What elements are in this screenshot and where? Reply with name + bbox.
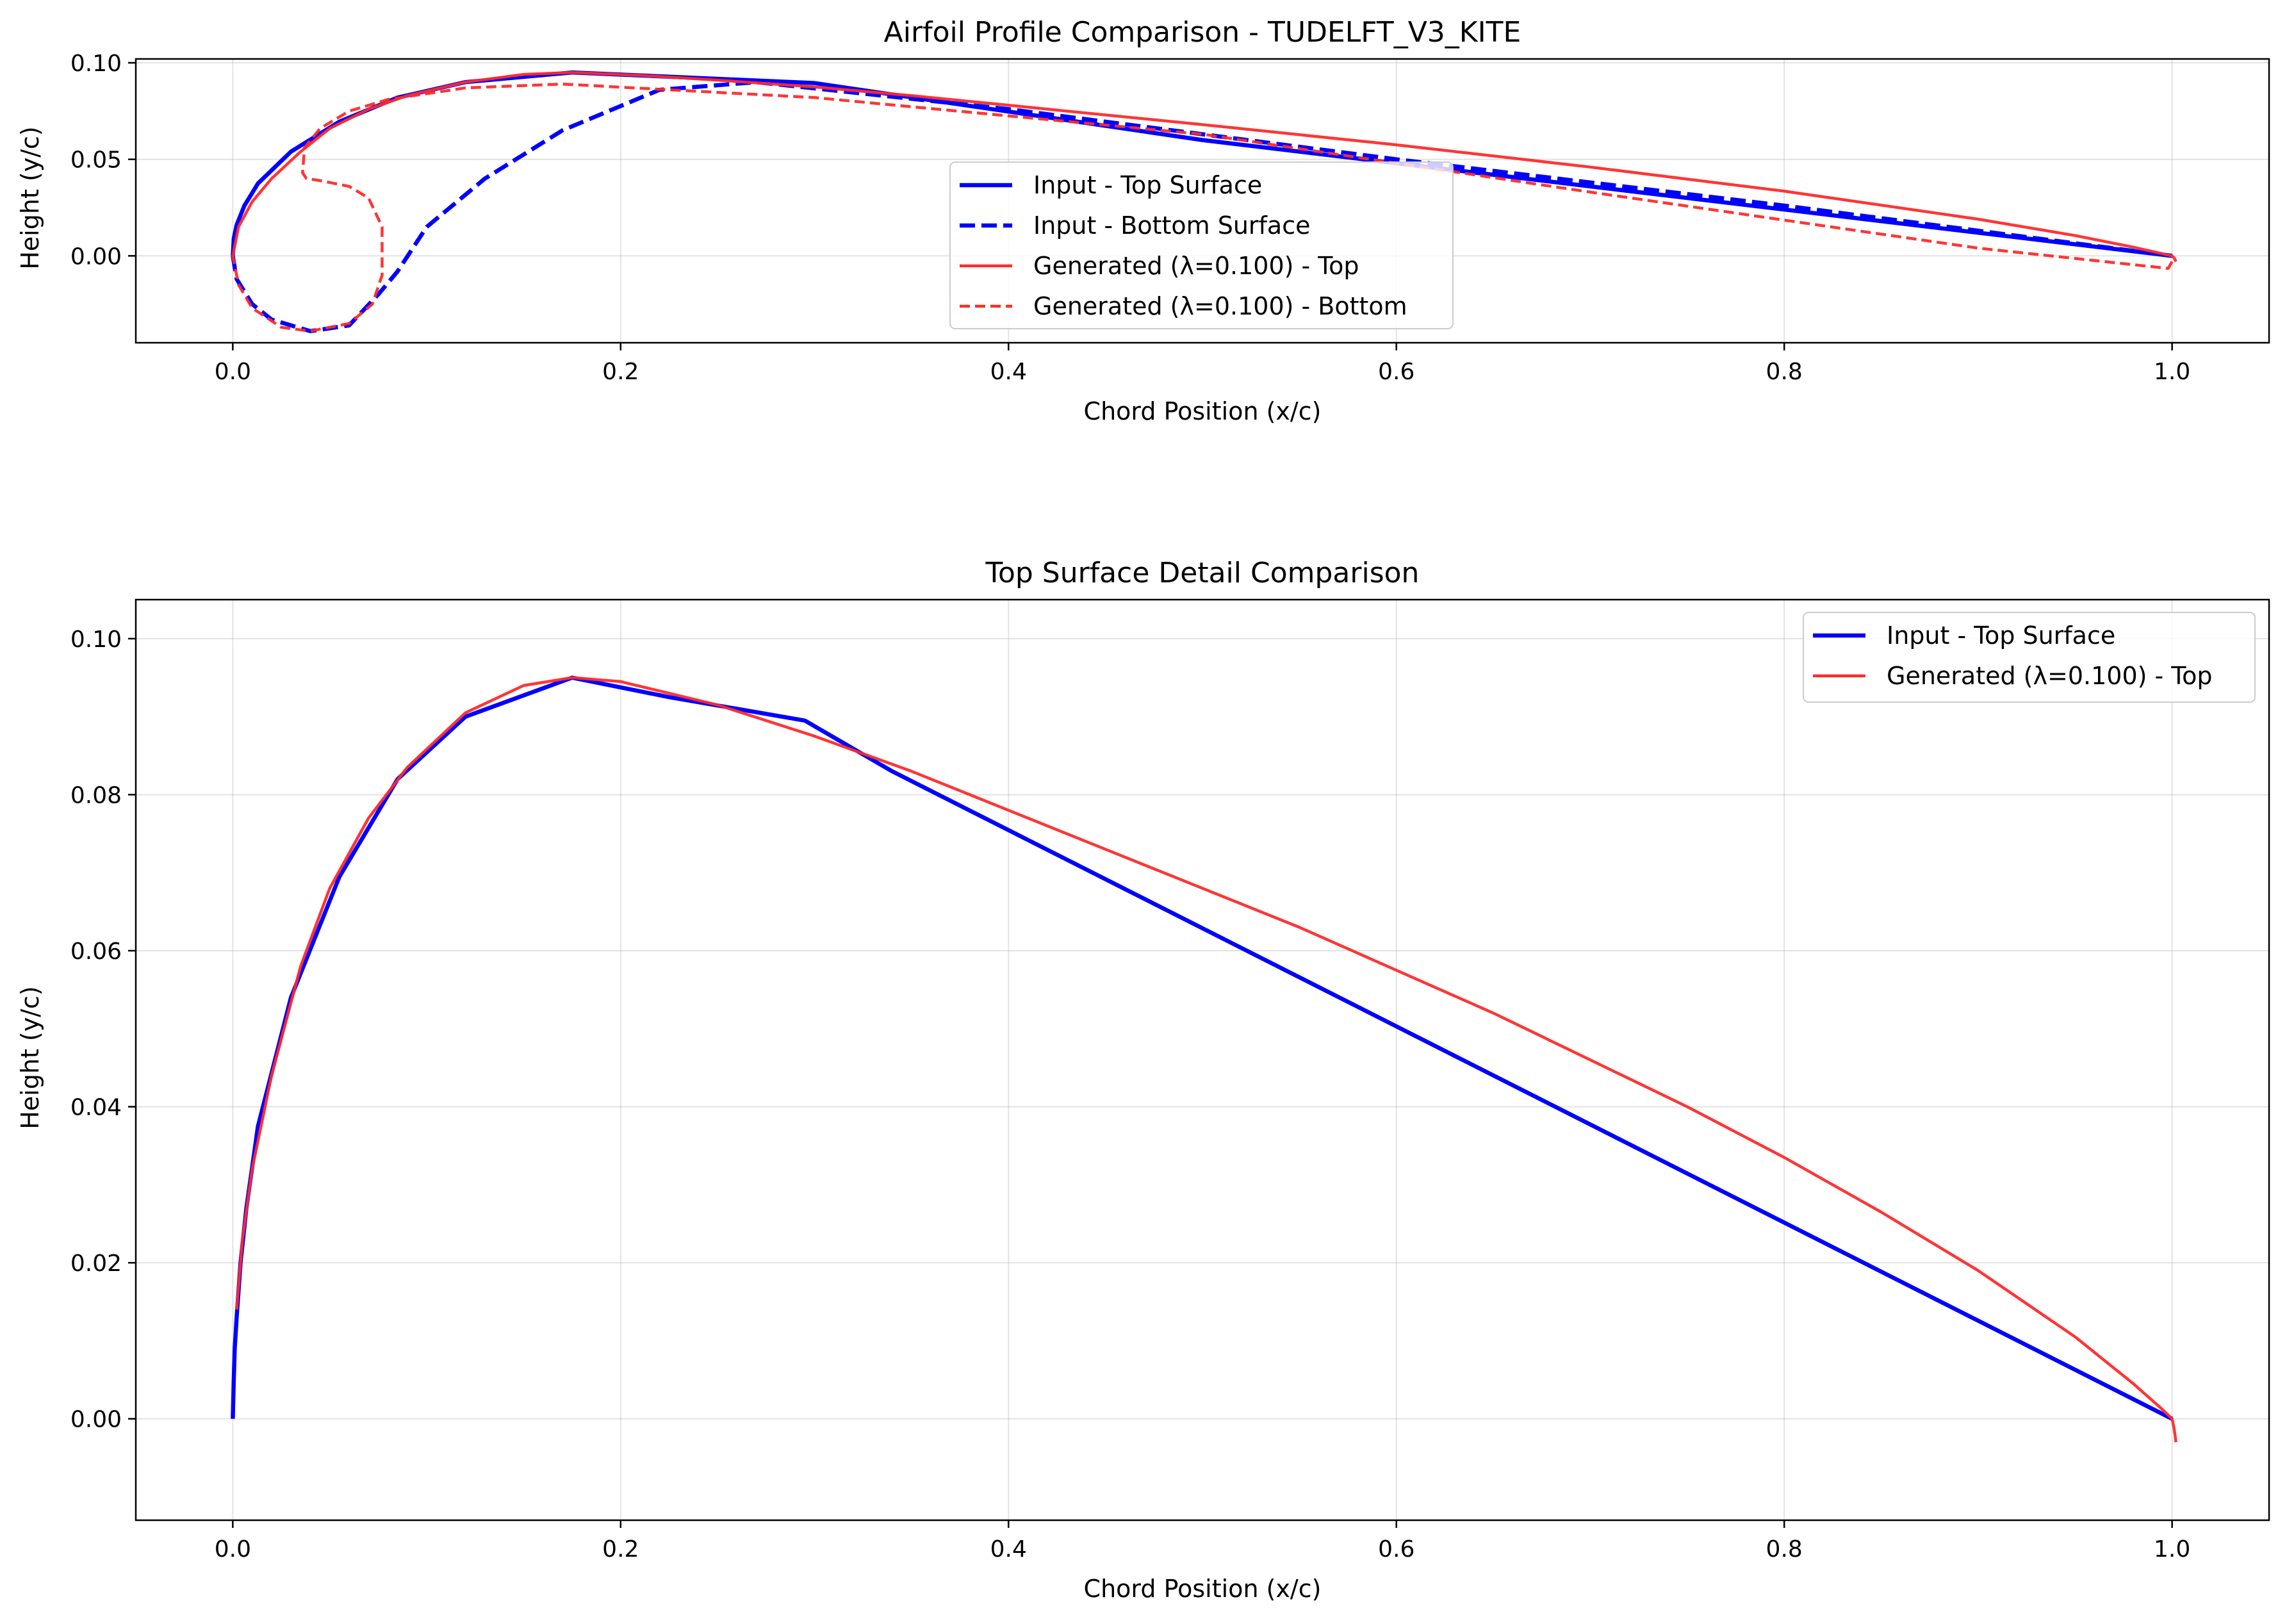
legend-box [1803, 612, 2256, 703]
x-tick-label: 0.4 [990, 359, 1027, 385]
x-tick-label: 0.2 [602, 359, 639, 385]
chart-title: Top Surface Detail Comparison [985, 557, 1420, 589]
legend-label: Input - Top Surface [1033, 171, 1262, 199]
y-tick-label: 0.02 [70, 1251, 122, 1277]
chart-title: Airfoil Profile Comparison - TUDELFT_V3_… [884, 16, 1521, 49]
plot-frame [135, 58, 2270, 344]
legend-box [949, 161, 1454, 329]
series-group [231, 675, 2177, 1443]
y-tick-label: 0.00 [70, 243, 122, 270]
legend: Input - Top Surface Generated (λ=0.100) -… [1803, 612, 2256, 703]
x-tick-label: 0.6 [1378, 359, 1414, 385]
y-tick-label: 0.10 [70, 51, 122, 77]
legend-label: Input - Bottom Surface [1033, 211, 1311, 240]
legend-label: Generated (λ=0.100) - Bottom [1033, 292, 1407, 320]
series-line-2 [235, 676, 2177, 1443]
x-tick-label: 0.2 [602, 1536, 639, 1562]
x-tick-label: 0.0 [215, 1536, 251, 1562]
grid [136, 600, 2269, 1520]
x-axis-label: Chord Position (x/c) [1084, 1575, 1322, 1603]
y-tick-label: 0.10 [70, 627, 122, 653]
series-line-4 [231, 82, 2174, 333]
series-group [231, 70, 2177, 334]
plot-frame [135, 598, 2270, 1521]
y-tick-label: 0.08 [70, 782, 122, 808]
series-line-2 [231, 79, 2173, 334]
y-tick-label: 0.04 [70, 1095, 122, 1121]
series-line-1 [231, 675, 2174, 1421]
x-tick-label: 0.8 [1766, 1536, 1803, 1562]
x-tick-label: 0.0 [215, 359, 251, 385]
x-tick-label: 1.0 [2154, 1536, 2190, 1562]
legend: Input - Top Surface Input - Bottom Surfac… [949, 161, 1454, 329]
y-tick-label: 0.00 [70, 1407, 122, 1433]
x-tick-label: 0.8 [1766, 359, 1803, 385]
x-tick-label: 1.0 [2154, 359, 2190, 385]
profile-comparison-chart: Airfoil Profile Comparison - TUDELFT_V3_… [16, 16, 2270, 425]
y-tick-label: 0.06 [70, 939, 122, 965]
grid [136, 59, 2269, 343]
top-surface-detail-chart: Top Surface Detail Comparison Chord Posi… [16, 557, 2270, 1603]
y-tick-label: 0.05 [70, 147, 122, 174]
x-tick-label: 0.4 [990, 1536, 1027, 1562]
y-axis-label: Height (y/c) [16, 986, 44, 1129]
legend-label: Input - Top Surface [1887, 621, 2115, 650]
y-axis-label: Height (y/c) [16, 126, 44, 270]
legend-label: Generated (λ=0.100) - Top [1887, 662, 2212, 690]
legend-label: Generated (λ=0.100) - Top [1033, 252, 1359, 280]
series-line-1 [231, 70, 2172, 258]
x-tick-label: 0.6 [1378, 1536, 1414, 1562]
x-axis-label: Chord Position (x/c) [1084, 397, 1322, 425]
